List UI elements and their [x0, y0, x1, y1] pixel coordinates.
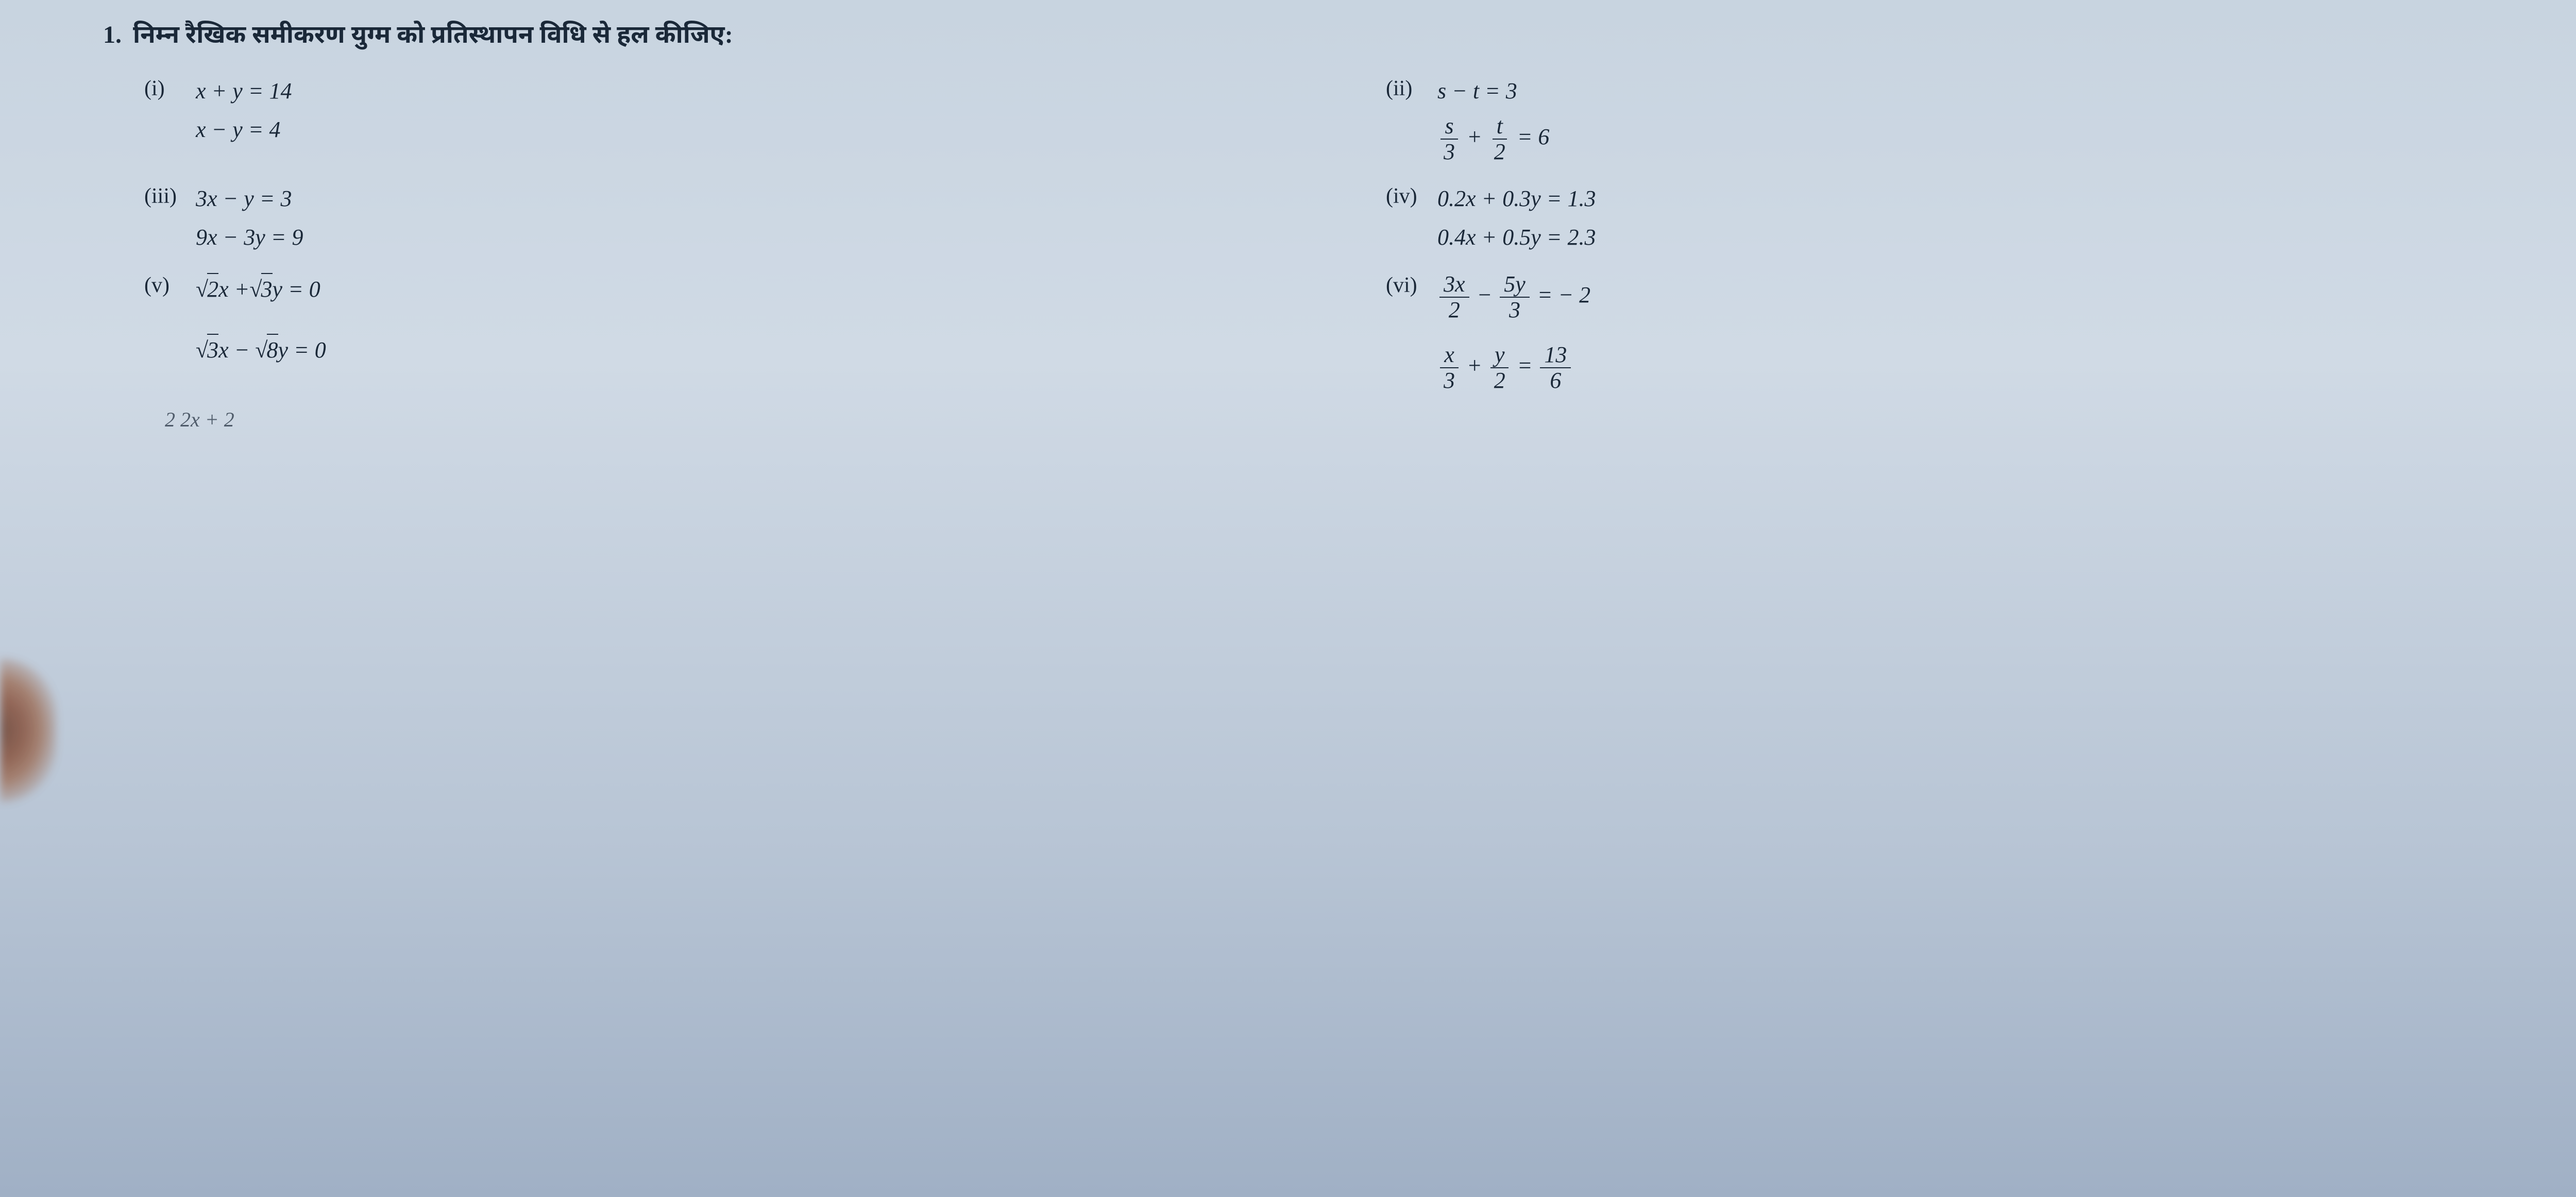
part-vi-eq1: 3x 2 − 5y 3 = − 2 — [1437, 273, 1590, 321]
finger-shadow — [0, 658, 57, 802]
part-ii-equations: s − t = 3 s 3 + t 2 = 6 — [1437, 76, 1549, 163]
part-vi: (vi) 3x 2 − 5y 3 = − 2 x — [1386, 273, 2535, 392]
question-number: 1. — [103, 21, 124, 49]
frac-den: 2 — [1445, 298, 1464, 321]
frac-num: 5y — [1500, 273, 1530, 298]
part-iii: (iii) 3x − y = 3 9x − 3y = 9 — [144, 184, 1293, 252]
part-iv-eq1: 0.2x + 0.3y = 1.3 — [1437, 184, 1596, 213]
frac-num: t — [1493, 115, 1507, 140]
part-label-iv: (iv) — [1386, 184, 1427, 209]
part-v-equations: 2x +3y = 0 3x − 8y = 0 — [196, 273, 326, 365]
frac-den: 3 — [1505, 298, 1524, 321]
part-i-equations: x + y = 14 x − y = 4 — [196, 76, 292, 144]
sqrt-arg: 3 — [207, 334, 218, 365]
part-label-vi: (vi) — [1386, 273, 1427, 298]
part-iv: (iv) 0.2x + 0.3y = 1.3 0.4x + 0.5y = 2.3 — [1386, 184, 2535, 252]
frac-num: x — [1440, 344, 1459, 368]
parts-grid: (i) x + y = 14 x − y = 4 (ii) s − t = 3 … — [103, 76, 2535, 392]
question-header: 1. निम्न रैखिक समीकरण युग्म को प्रतिस्था… — [103, 21, 2535, 53]
op-plus: + — [1467, 124, 1482, 149]
sqrt-icon: 8 — [255, 334, 278, 365]
frac-3x-over-2: 3x 2 — [1439, 273, 1469, 321]
eq-text: y = 0 — [273, 277, 320, 302]
part-iv-eq2: 0.4x + 0.5y = 2.3 — [1437, 223, 1596, 252]
part-label-iii: (iii) — [144, 184, 185, 209]
part-v-eq2: 3x − 8y = 0 — [196, 334, 326, 365]
frac-den: 6 — [1546, 368, 1565, 392]
sqrt-arg: 3 — [261, 273, 273, 304]
eq-sign: = — [1517, 353, 1533, 378]
frac-num: s — [1440, 115, 1458, 140]
part-label-v: (v) — [144, 273, 185, 298]
frac-s-over-3: s 3 — [1439, 115, 1459, 163]
bottom-cut-fragment: 2 2x + 2 — [103, 407, 2535, 432]
eq-text: x − — [218, 337, 255, 363]
part-vi-equations: 3x 2 − 5y 3 = − 2 x 3 + — [1437, 273, 1590, 392]
frac-den: 2 — [1490, 368, 1510, 392]
sqrt-icon: 2 — [196, 273, 218, 304]
part-iv-equations: 0.2x + 0.3y = 1.3 0.4x + 0.5y = 2.3 — [1437, 184, 1596, 252]
part-i-eq2: x − y = 4 — [196, 115, 292, 144]
part-ii-eq1: s − t = 3 — [1437, 76, 1549, 106]
rhs: = − 2 — [1537, 282, 1590, 307]
part-label-ii: (ii) — [1386, 76, 1427, 101]
op-plus: + — [1467, 353, 1482, 378]
frac-x-over-3: x 3 — [1439, 344, 1459, 392]
frac-5y-over-3: 5y 3 — [1500, 273, 1530, 321]
frac-num: y — [1490, 344, 1509, 368]
part-v-eq1: 2x + 3y = 0 — [196, 273, 326, 304]
frac-num: 3x — [1439, 273, 1469, 298]
frac-den: 3 — [1439, 140, 1459, 163]
frac-den: 2 — [1490, 140, 1510, 163]
part-vi-eq2: x 3 + y 2 = 13 6 — [1437, 344, 1590, 392]
frac-13-over-6: 13 6 — [1540, 344, 1571, 392]
frac-t-over-2: t 2 — [1490, 115, 1510, 163]
eq-text: y = 0 — [278, 337, 326, 363]
part-label-i: (i) — [144, 76, 185, 101]
eq-text: x + — [218, 277, 249, 302]
sqrt-icon: 3 — [196, 334, 218, 365]
part-i: (i) x + y = 14 x − y = 4 — [144, 76, 1293, 163]
sqrt-arg: 2 — [207, 273, 218, 304]
frac-den: 3 — [1439, 368, 1459, 392]
part-ii: (ii) s − t = 3 s 3 + t 2 = 6 — [1386, 76, 2535, 163]
part-iii-eq2: 9x − 3y = 9 — [196, 223, 303, 252]
part-iii-eq1: 3x − y = 3 — [196, 184, 303, 213]
part-v: (v) 2x +3y = 0 3x − 8y = 0 — [144, 273, 1293, 392]
question-block: 1. निम्न रैखिक समीकरण युग्म को प्रतिस्था… — [103, 21, 2535, 432]
part-iii-equations: 3x − y = 3 9x − 3y = 9 — [196, 184, 303, 252]
sqrt-icon: 3 — [249, 273, 272, 304]
part-i-eq1: x + y = 14 — [196, 76, 292, 106]
part-ii-eq2: s 3 + t 2 = 6 — [1437, 115, 1549, 163]
rhs: = 6 — [1517, 124, 1550, 149]
frac-y-over-2: y 2 — [1490, 344, 1510, 392]
sqrt-arg: 8 — [267, 334, 278, 365]
op-minus: − — [1477, 282, 1493, 307]
frac-num: 13 — [1540, 344, 1571, 368]
question-text: निम्न रैखिक समीकरण युग्म को प्रतिस्थापन … — [133, 21, 733, 53]
